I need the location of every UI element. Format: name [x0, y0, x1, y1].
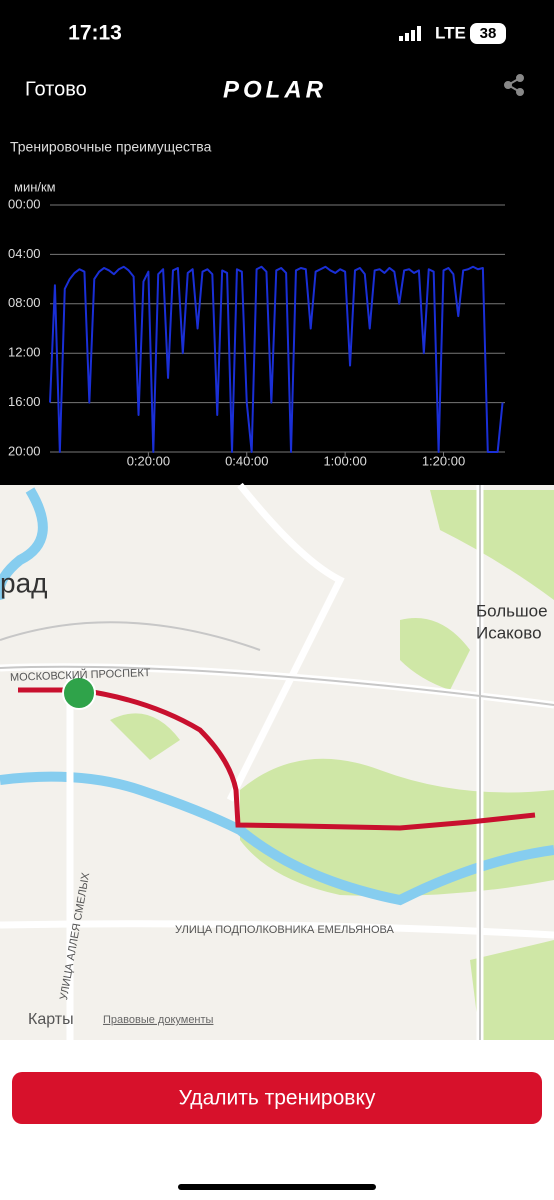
- network: LTE: [435, 23, 466, 42]
- y-tick-label: 08:00: [8, 295, 41, 310]
- street-label: МОСКОВСКИЙ ПРОСПЕКТ: [10, 666, 151, 684]
- x-tick-label: 1:00:00: [323, 453, 366, 468]
- signal: [399, 26, 421, 41]
- map-label: рад: [0, 567, 47, 598]
- section-title: Тренировочные преимущества: [10, 139, 212, 155]
- logo: POLAR: [223, 76, 327, 103]
- share-button[interactable]: [504, 74, 524, 96]
- map-attribution: Карты: [28, 1011, 74, 1028]
- map-label: Исаково: [476, 623, 542, 642]
- legal-link[interactable]: Правовые документы: [103, 1014, 214, 1026]
- y-tick-label: 12:00: [8, 345, 41, 360]
- battery-level: 38: [480, 25, 497, 42]
- delete-button[interactable]: [12, 1072, 542, 1124]
- home-indicator: [178, 1184, 376, 1190]
- pace-line: [49, 265, 504, 453]
- delete-button-label: Удалить тренировку: [179, 1087, 376, 1110]
- y-axis-label: мин/км: [14, 179, 56, 194]
- time: 17:13: [68, 22, 122, 45]
- route: [18, 687, 536, 831]
- battery: [470, 23, 506, 44]
- header-bg: [0, 0, 554, 485]
- y-tick-label: 16:00: [8, 394, 41, 409]
- back-button[interactable]: Готово: [25, 78, 87, 100]
- y-tick-label: 20:00: [8, 443, 41, 458]
- y-tick-label: 00:00: [8, 196, 41, 211]
- x-tick-label: 0:40:00: [225, 453, 268, 468]
- x-tick-label: 0:20:00: [127, 453, 170, 468]
- start-marker: [62, 676, 96, 710]
- pace-chart: 00:00 04:00 08:00 12:00 16:00 20:00 0:20:00 0:4…: [8, 196, 505, 468]
- street-label: УЛИЦА ПОДПОЛКОВНИКА ЕМЕЛЬЯНОВА: [175, 924, 395, 936]
- x-tick-label: 1:20:00: [422, 453, 465, 468]
- map[interactable]: рад Большое Исаково МОСКОВСКИЙ ПРОСПЕКТ …: [0, 482, 554, 1040]
- y-tick-label: 04:00: [8, 246, 41, 261]
- map-label: Большое: [476, 601, 548, 620]
